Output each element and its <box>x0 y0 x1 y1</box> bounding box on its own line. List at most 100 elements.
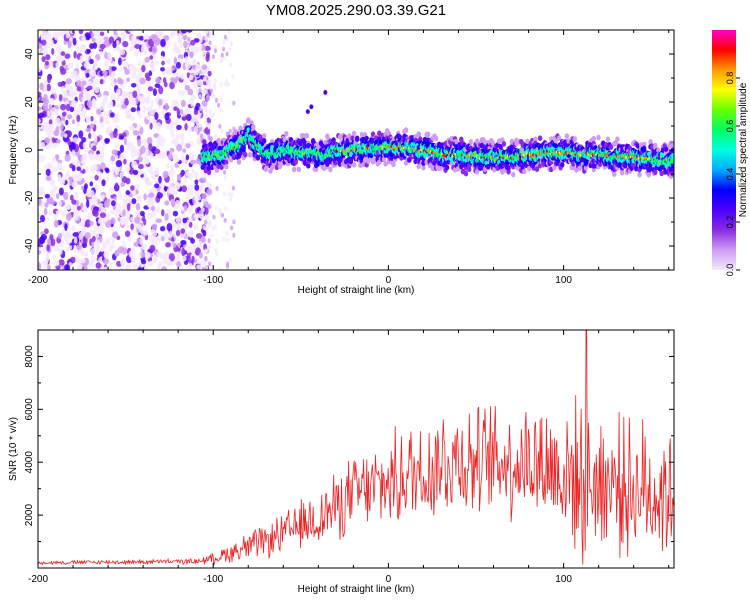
noise-blob <box>81 35 86 42</box>
noise-blob <box>305 109 310 114</box>
ridge-pixel <box>251 124 256 130</box>
noise-blob <box>171 199 176 208</box>
noise-blob <box>161 209 165 217</box>
noise-blob <box>223 34 227 40</box>
noise-blob <box>180 240 187 245</box>
noise-blob <box>191 255 195 262</box>
noise-blob <box>147 86 154 92</box>
noise-blob <box>227 192 231 197</box>
noise-blob <box>188 221 193 228</box>
noise-blob <box>201 50 205 55</box>
ridge-pixel <box>293 159 298 165</box>
noise-blob <box>157 238 162 244</box>
noise-blob <box>171 30 175 36</box>
ridge-pixel <box>219 164 224 171</box>
noise-blob <box>190 154 197 159</box>
noise-blob <box>152 34 159 43</box>
noise-blob <box>57 81 64 87</box>
noise-blob <box>120 181 126 187</box>
noise-blob <box>207 70 212 77</box>
ridge-pixel <box>498 144 503 150</box>
noise-blob <box>47 196 54 204</box>
noise-blob <box>176 261 182 268</box>
noise-blob <box>204 45 211 52</box>
noise-blob <box>112 205 116 211</box>
noise-blob <box>124 98 129 106</box>
ridge-pixel <box>236 159 242 165</box>
noise-blob <box>213 77 217 83</box>
noise-blob <box>117 217 121 222</box>
noise-blob <box>170 132 175 139</box>
noise-blob <box>122 240 126 249</box>
noise-blob <box>174 200 181 208</box>
ridge-pixel <box>608 144 614 150</box>
noise-blob <box>152 88 157 96</box>
noise-blob <box>120 216 126 225</box>
noise-blob <box>144 265 149 270</box>
noise-blob <box>38 140 43 149</box>
noise-blob <box>63 191 69 201</box>
noise-blob <box>119 171 125 178</box>
noise-blob <box>110 209 115 215</box>
noise-blob <box>67 62 73 70</box>
noise-blob <box>323 90 328 95</box>
noise-blob <box>208 40 212 46</box>
noise-blob <box>38 106 42 111</box>
noise-blob <box>91 37 96 43</box>
noise-blob <box>50 188 56 197</box>
noise-blob <box>112 231 119 239</box>
ridge-pixel <box>284 131 289 137</box>
noise-blob <box>82 142 87 149</box>
noise-blob <box>145 181 153 186</box>
noise-blob <box>66 114 73 120</box>
noise-blob <box>227 30 231 35</box>
noise-blob <box>118 266 126 270</box>
noise-blob <box>214 133 218 139</box>
noise-blob <box>167 188 171 194</box>
noise-blob <box>152 257 158 263</box>
noise-blob <box>222 39 226 45</box>
noise-blob <box>123 158 127 165</box>
noise-blob <box>91 32 95 38</box>
noise-blob <box>105 168 110 174</box>
noise-blob <box>55 45 62 52</box>
noise-blob <box>93 224 100 233</box>
noise-blob <box>93 30 100 37</box>
noise-blob <box>49 178 55 187</box>
noise-blob <box>225 230 229 236</box>
ridge-pixel <box>355 136 360 142</box>
noise-blob <box>194 184 200 191</box>
noise-blob <box>218 208 222 214</box>
noise-blob <box>159 150 165 159</box>
noise-blob <box>41 56 46 63</box>
noise-blob <box>96 240 101 248</box>
noise-blob <box>94 245 100 251</box>
ridge-pixel <box>292 166 297 173</box>
noise-blob <box>107 52 112 60</box>
noise-blob <box>101 179 106 187</box>
noise-blob <box>229 257 233 263</box>
noise-blob <box>141 259 147 265</box>
noise-blob <box>98 250 105 257</box>
noise-blob <box>220 128 224 134</box>
noise-blob <box>166 223 173 232</box>
noise-blob <box>161 267 167 270</box>
noise-blob <box>123 79 128 85</box>
ridge-pixel <box>468 139 473 145</box>
noise-blob <box>182 217 187 224</box>
noise-blob <box>133 148 140 157</box>
noise-blob <box>103 60 109 68</box>
noise-blob <box>141 138 147 145</box>
noise-blob <box>125 111 132 120</box>
noise-blob <box>182 148 187 153</box>
noise-blob <box>207 204 211 209</box>
noise-blob <box>112 129 118 139</box>
noise-blob <box>177 37 182 45</box>
noise-blob <box>117 191 122 200</box>
noise-blob <box>138 60 142 67</box>
noise-blob <box>81 137 87 143</box>
noise-blob <box>204 255 208 262</box>
noise-blob <box>39 47 46 55</box>
noise-blob <box>190 39 196 46</box>
noise-blob <box>138 224 143 231</box>
